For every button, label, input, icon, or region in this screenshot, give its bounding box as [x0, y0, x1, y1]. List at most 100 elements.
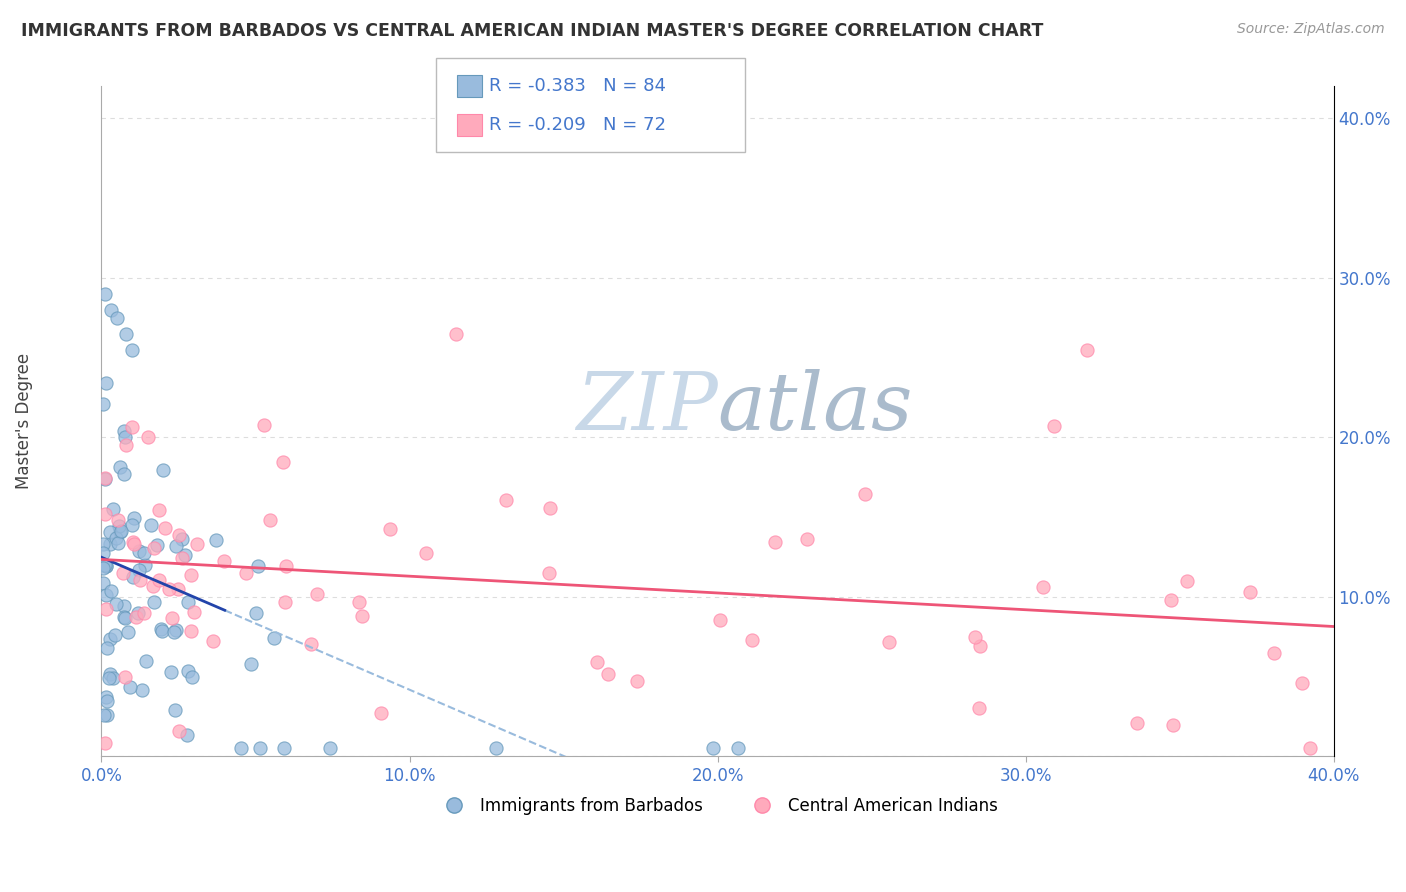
Point	[626, 673, 648, 688]
Point	[121, 517, 143, 532]
Point	[212, 554, 235, 568]
Point	[370, 706, 392, 720]
Point	[153, 520, 176, 534]
Point	[100, 302, 122, 317]
Point	[112, 424, 135, 438]
Point	[537, 566, 560, 581]
Point	[180, 624, 202, 638]
Point	[93, 286, 115, 301]
Point	[96, 694, 118, 708]
Point	[495, 493, 517, 508]
Point	[100, 583, 122, 598]
Point	[1263, 646, 1285, 660]
Point	[1160, 592, 1182, 607]
Point	[299, 637, 322, 651]
Point	[142, 579, 165, 593]
Point	[122, 510, 145, 524]
Point	[114, 429, 136, 443]
Point	[132, 546, 155, 560]
Point	[157, 582, 180, 596]
Point	[347, 595, 370, 609]
Point	[176, 728, 198, 742]
Point	[131, 683, 153, 698]
Point	[121, 420, 143, 434]
Point	[96, 640, 118, 655]
Point	[796, 532, 818, 546]
Point	[93, 708, 115, 723]
Point	[91, 576, 114, 591]
Point	[152, 624, 174, 639]
Point	[108, 459, 131, 474]
Point	[104, 628, 127, 642]
Point	[91, 561, 114, 575]
Point	[1076, 343, 1098, 357]
Point	[96, 707, 118, 722]
Point	[112, 467, 135, 481]
Point	[143, 594, 166, 608]
Point	[100, 632, 122, 646]
Point	[249, 741, 271, 756]
Point	[1299, 740, 1322, 755]
Point	[125, 609, 148, 624]
Y-axis label: Master's Degree: Master's Degree	[15, 353, 32, 490]
Point	[274, 558, 297, 573]
Point	[135, 654, 157, 668]
Point	[273, 741, 295, 756]
Point	[129, 573, 152, 587]
Point	[93, 473, 115, 487]
Point	[105, 310, 128, 325]
Text: IMMIGRANTS FROM BARBADOS VS CENTRAL AMERICAN INDIAN MASTER'S DEGREE CORRELATION : IMMIGRANTS FROM BARBADOS VS CENTRAL AMER…	[21, 22, 1043, 40]
Point	[378, 522, 401, 536]
Point	[98, 666, 121, 681]
Text: atlas: atlas	[717, 369, 912, 447]
Point	[186, 537, 208, 551]
Point	[969, 639, 991, 653]
Point	[121, 343, 143, 357]
Point	[165, 540, 187, 554]
Point	[274, 595, 297, 609]
Text: Source: ZipAtlas.com: Source: ZipAtlas.com	[1237, 22, 1385, 37]
Point	[112, 566, 135, 580]
Point	[100, 524, 122, 539]
Point	[132, 607, 155, 621]
Point	[91, 546, 114, 560]
Point	[307, 587, 329, 601]
Point	[97, 671, 120, 685]
Point	[96, 589, 118, 603]
Point	[101, 671, 124, 685]
Point	[172, 550, 194, 565]
Point	[94, 602, 117, 616]
Point	[94, 558, 117, 573]
Point	[271, 455, 294, 469]
Point	[136, 430, 159, 444]
Point	[149, 622, 172, 636]
Point	[152, 462, 174, 476]
Point	[879, 635, 901, 649]
Point	[91, 397, 114, 411]
Point	[965, 630, 987, 644]
Point	[1291, 676, 1313, 690]
Point	[177, 664, 200, 678]
Point	[1239, 584, 1261, 599]
Point	[166, 582, 188, 596]
Point	[115, 438, 138, 452]
Point	[235, 566, 257, 581]
Point	[94, 558, 117, 573]
Point	[263, 631, 285, 645]
Point	[1043, 418, 1066, 433]
Point	[231, 741, 253, 756]
Point	[108, 519, 131, 533]
Point	[96, 690, 118, 705]
Text: R = -0.383   N = 84: R = -0.383 N = 84	[489, 77, 666, 95]
Point	[240, 657, 263, 672]
Point	[246, 558, 269, 573]
Point	[1032, 580, 1054, 594]
Point	[709, 613, 731, 627]
Point	[163, 703, 186, 717]
Point	[115, 326, 138, 341]
Point	[94, 558, 117, 572]
Point	[98, 537, 121, 551]
Text: ZIP: ZIP	[576, 369, 717, 447]
Point	[112, 599, 135, 613]
Point	[173, 548, 195, 562]
